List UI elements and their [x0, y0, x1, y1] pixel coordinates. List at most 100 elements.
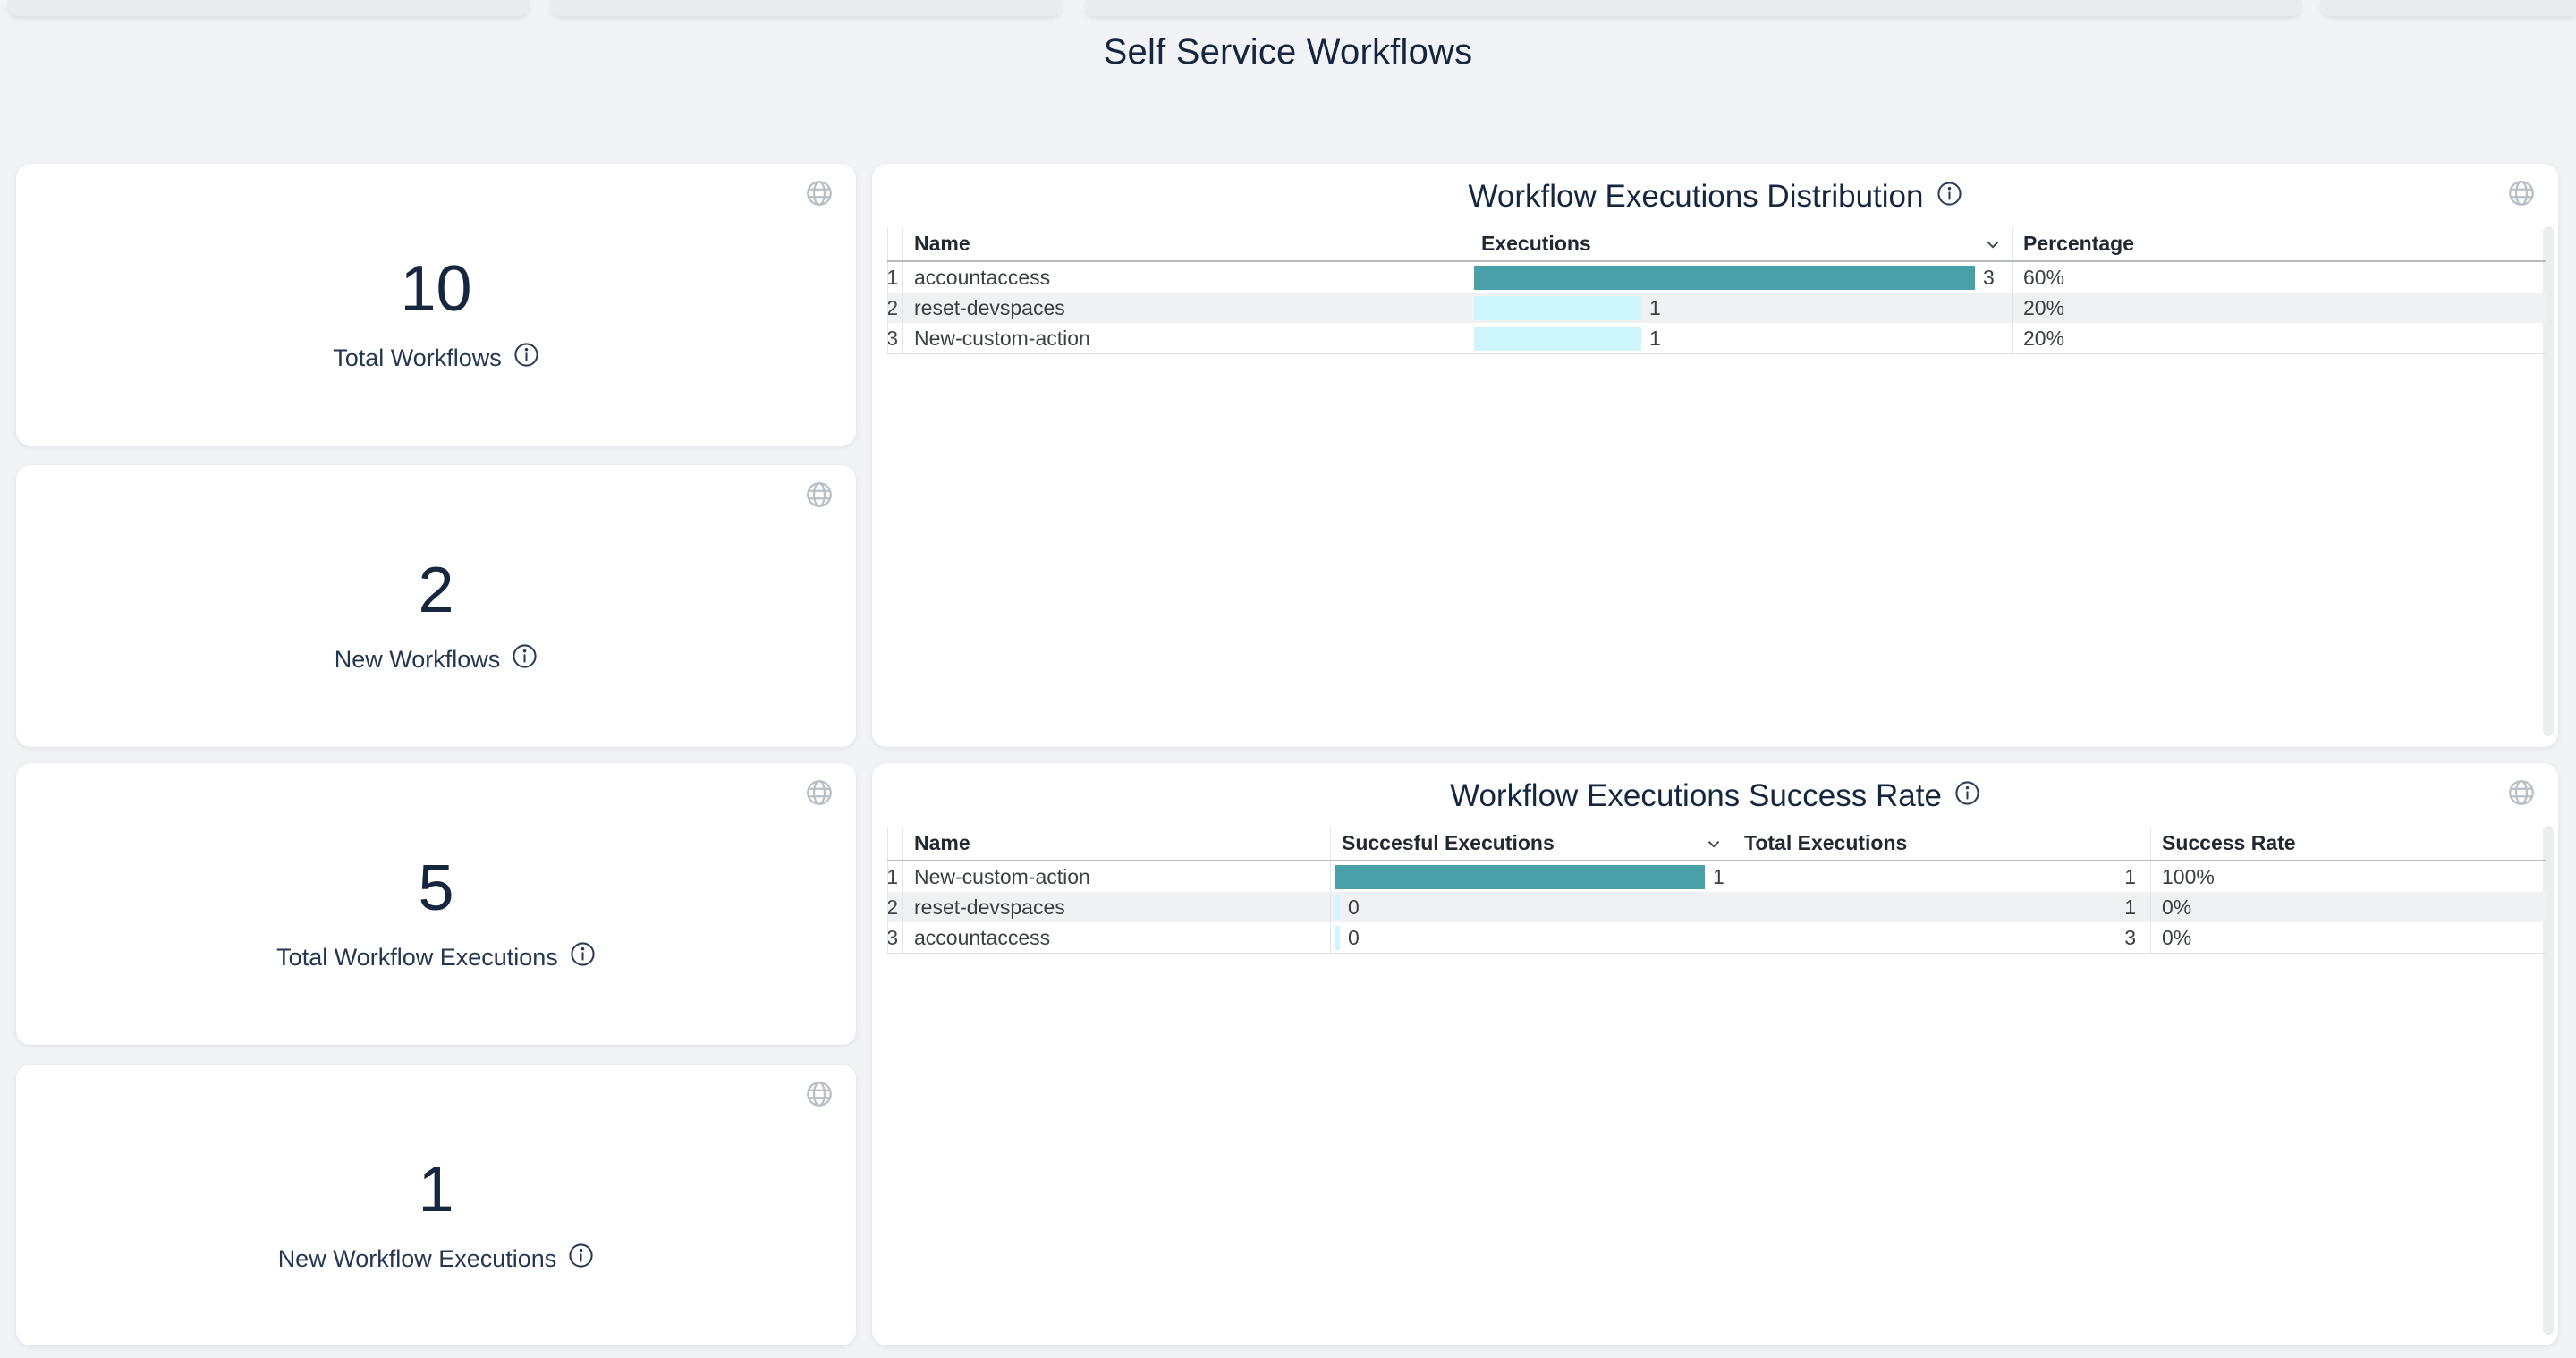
scrolled-card-remnant	[7, 0, 530, 16]
table-cell: 1	[1733, 861, 2150, 892]
value-bar	[1335, 925, 1340, 950]
column-header-label: Name	[914, 831, 970, 854]
info-icon[interactable]	[568, 1243, 594, 1275]
stat-card-new-workflows: 2 New Workflows	[16, 465, 856, 747]
table-header-row: Name Succesful Executions Total Executions…	[887, 827, 2546, 861]
row-index-cell: 2	[887, 293, 902, 323]
panel-workflow-executions-success-rate: Workflow Executions Success Rate Name Suc…	[872, 763, 2558, 1345]
globe-icon[interactable]	[2506, 777, 2537, 812]
column-header[interactable]: Name	[902, 827, 1330, 860]
column-header[interactable]: Name	[902, 227, 1470, 260]
column-header[interactable]: Succesful Executions	[1330, 827, 1733, 860]
row-index-cell: 3	[887, 323, 902, 353]
chevron-down-icon	[1707, 840, 1720, 848]
bar-value-label: 0	[1348, 925, 1360, 949]
row-index-cell: 1	[887, 861, 902, 892]
column-header-label: Executions	[1481, 232, 1591, 255]
info-icon[interactable]	[1936, 179, 1962, 215]
stat-label: Total Workflows	[333, 344, 502, 371]
globe-icon[interactable]	[804, 178, 835, 213]
globe-icon[interactable]	[804, 777, 835, 812]
stat-card-new-workflow-executions: 1 New Workflow Executions	[16, 1065, 856, 1345]
bar-cell: 1	[1470, 323, 2012, 353]
table-cell: 20%	[2012, 323, 2546, 353]
bar-value-label: 1	[1713, 864, 1724, 888]
row-index-cell: 3	[887, 922, 902, 953]
globe-icon[interactable]	[804, 480, 835, 514]
table-row: 1 accountaccess 3 60%	[887, 262, 2546, 293]
executions-distribution-table: Name Executions Percentage 1 accountaccess 3 6…	[887, 227, 2546, 354]
table-cell: 3	[1733, 922, 2150, 953]
stat-label: New Workflow Executions	[277, 1244, 557, 1272]
stat-card-total-workflows: 10 Total Workflows	[16, 164, 856, 446]
value-bar	[1474, 265, 1975, 290]
table-cell: 0%	[2150, 892, 2546, 922]
page-title: Self Service Workflows	[1103, 32, 1473, 72]
table-cell: New-custom-action	[902, 861, 1330, 892]
chevron-down-icon	[1987, 241, 1999, 249]
stat-value: 1	[418, 1154, 454, 1226]
info-icon[interactable]	[1954, 778, 1980, 814]
row-index-header	[887, 227, 902, 260]
scrolled-card-remnant	[2320, 0, 2576, 16]
table-header-row: Name Executions Percentage	[887, 227, 2546, 262]
stat-label: Total Workflow Executions	[276, 943, 558, 971]
column-header-label: Percentage	[2023, 232, 2135, 255]
table-cell: reset-devspaces	[902, 293, 1470, 323]
bar-value-label: 0	[1348, 895, 1360, 919]
bar-value-label: 1	[1649, 295, 1661, 319]
scrolled-card-remnant	[550, 0, 1063, 16]
table-row: 1 New-custom-action 1 1 100%	[887, 861, 2546, 892]
bar-value-label: 3	[1983, 265, 1995, 289]
column-header[interactable]: Executions	[1470, 227, 2012, 260]
stat-card-total-workflow-executions: 5 Total Workflow Executions	[16, 763, 856, 1045]
info-icon[interactable]	[513, 342, 539, 374]
bar-cell: 1	[1330, 861, 1733, 892]
bar-cell: 0	[1330, 892, 1733, 922]
column-header-label: Total Executions	[1744, 831, 1908, 854]
table-cell: New-custom-action	[902, 323, 1470, 353]
stat-value: 5	[418, 853, 454, 924]
value-bar	[1335, 864, 1705, 889]
info-icon[interactable]	[570, 941, 596, 973]
column-header[interactable]: Success Rate	[2150, 827, 2546, 860]
table-row: 2 reset-devspaces 1 20%	[887, 293, 2546, 323]
table-cell: 0%	[2150, 922, 2546, 953]
table-cell: reset-devspaces	[902, 892, 1330, 922]
executions-success-rate-table: Name Succesful Executions Total Executions…	[887, 827, 2546, 954]
scrollbar-track[interactable]	[2543, 826, 2554, 1335]
table-cell: accountaccess	[902, 922, 1330, 953]
column-header[interactable]: Percentage	[2012, 227, 2546, 260]
bar-value-label: 1	[1649, 326, 1661, 350]
bar-cell: 1	[1470, 293, 2012, 323]
row-index-cell: 2	[887, 892, 902, 922]
scrolled-card-remnant	[1085, 0, 2302, 16]
bar-cell: 0	[1330, 922, 1733, 953]
table-row: 3 accountaccess 0 3 0%	[887, 922, 2546, 954]
panel-workflow-executions-distribution: Workflow Executions Distribution Name Exe…	[872, 164, 2558, 747]
value-bar	[1474, 326, 1641, 351]
row-index-header	[887, 827, 902, 860]
globe-icon[interactable]	[804, 1079, 835, 1114]
value-bar	[1335, 895, 1340, 920]
row-index-cell: 1	[887, 262, 902, 293]
column-header-label: Succesful Executions	[1342, 831, 1555, 854]
table-cell: 60%	[2012, 262, 2546, 293]
panel-title: Workflow Executions Distribution	[1468, 179, 1924, 214]
bar-cell: 3	[1470, 262, 2012, 293]
table-cell: 100%	[2150, 861, 2546, 892]
panel-title: Workflow Executions Success Rate	[1450, 778, 1942, 813]
column-header-label: Success Rate	[2162, 831, 2296, 854]
table-row: 3 New-custom-action 1 20%	[887, 323, 2546, 354]
info-icon[interactable]	[512, 643, 538, 675]
table-cell: accountaccess	[902, 262, 1470, 293]
globe-icon[interactable]	[2506, 178, 2537, 213]
table-row: 2 reset-devspaces 0 1 0%	[887, 892, 2546, 922]
column-header[interactable]: Total Executions	[1733, 827, 2150, 860]
value-bar	[1474, 295, 1641, 320]
table-cell: 20%	[2012, 293, 2546, 323]
table-cell: 1	[1733, 892, 2150, 922]
stat-value: 2	[418, 555, 454, 626]
scrollbar-track[interactable]	[2543, 226, 2554, 736]
